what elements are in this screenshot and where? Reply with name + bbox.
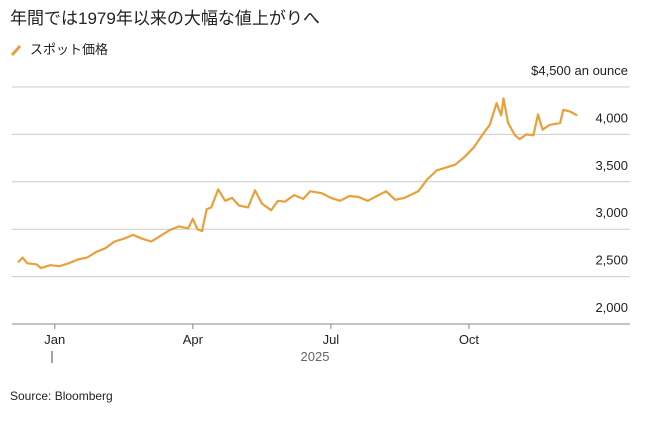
- x-tick-label: Apr: [183, 332, 204, 347]
- y-tick-label: 2,000: [595, 300, 628, 315]
- x-tick-label: Jan: [44, 332, 65, 347]
- price-line: [17, 97, 578, 270]
- x-tick-label: Jul: [323, 332, 340, 347]
- y-tick-label: 2,500: [595, 253, 628, 268]
- legend-swatch: [10, 45, 22, 56]
- y-tick-label: 3,000: [595, 205, 628, 220]
- x-axis-label: 2025: [301, 349, 330, 364]
- legend-label: スポット価格: [30, 42, 108, 57]
- y-tick-label: 3,500: [595, 158, 628, 173]
- y-tick-label: 4,000: [595, 110, 628, 125]
- x-tick-label: Oct: [459, 332, 480, 347]
- y-tick-label: $4,500 an ounce: [531, 63, 628, 78]
- source: Source: Bloomberg: [10, 389, 113, 403]
- chart-title: 年間では1979年以来の大幅な値上がりへ: [10, 9, 320, 28]
